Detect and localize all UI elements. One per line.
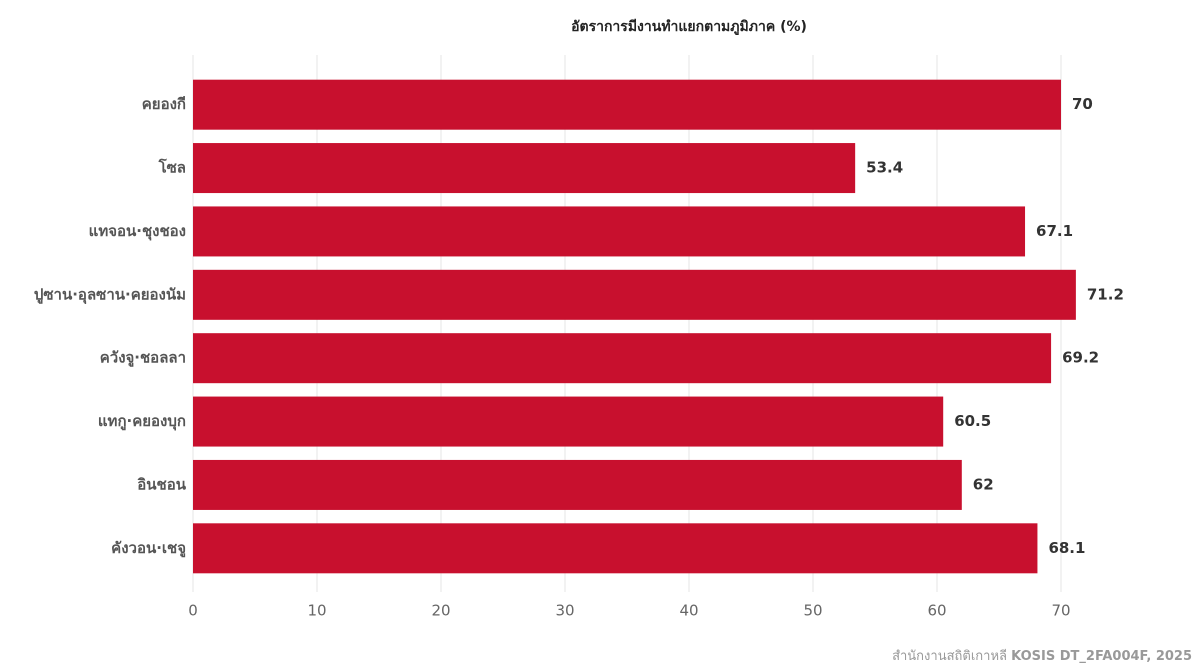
y-tick-label: ควังจู·ชอลลา [100,349,186,368]
value-label: 62 [973,475,994,493]
x-tick-label: 10 [307,602,326,620]
x-tick-label: 30 [555,602,574,620]
x-tick-label: 60 [927,602,946,620]
value-label: 60.5 [954,412,991,430]
source-org: สำนักงานสถิติเกาหลี [892,648,1007,664]
bar [193,206,1026,257]
bar [193,523,1038,574]
value-label: 71.2 [1087,285,1124,303]
y-tick-label: คยองกี [142,95,186,113]
x-tick-label: 40 [679,602,698,620]
bar [193,459,962,510]
y-tick-label: ปูซาน·อุลซาน·คยองนัม [34,285,186,304]
bar [193,396,944,447]
y-tick-label: คังวอน·เชจู [111,539,186,558]
source-id: KOSIS DT_2FA004F, 2025 [1011,649,1192,664]
bar [193,269,1076,320]
chart-title: อัตราการมีงานทำแยกตามภูมิภาค (%) [571,19,807,35]
x-tick-label: 50 [803,602,822,620]
value-label: 53.4 [866,159,903,177]
x-tick-label: 0 [188,602,198,620]
y-tick-label: แทจอน·ชุงชอง [89,222,186,241]
value-label: 68.1 [1048,539,1085,557]
x-tick-label: 70 [1051,602,1070,620]
bar [193,79,1061,130]
value-label: 70 [1072,95,1093,113]
value-label: 67.1 [1036,222,1073,240]
y-tick-label: โซล [158,158,186,177]
source: สำนักงานสถิติเกาหลี KOSIS DT_2FA004F, 20… [892,648,1192,664]
bar [193,333,1052,384]
y-tick-label: อินชอน [137,475,186,493]
y-tick-label: แทกู·คยองบุก [98,412,186,431]
x-tick-label: 20 [431,602,450,620]
bar [193,143,856,194]
value-label: 69.2 [1062,349,1099,367]
